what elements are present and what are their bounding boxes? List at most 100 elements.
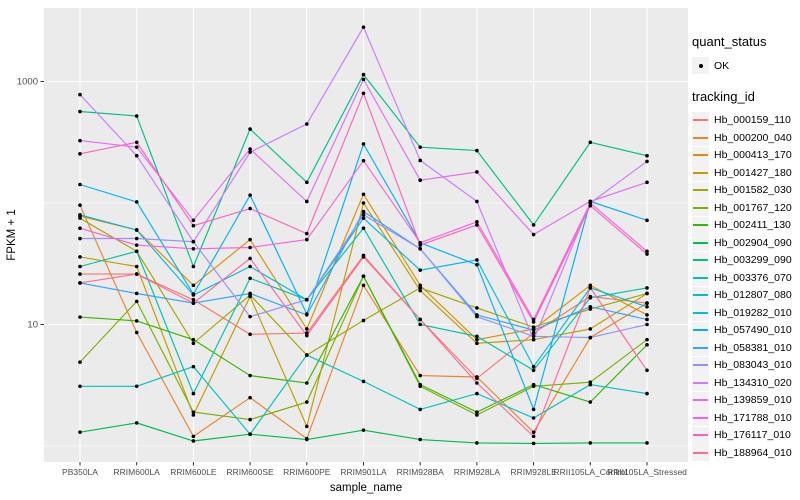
data-point bbox=[78, 236, 82, 241]
data-point bbox=[305, 353, 309, 357]
data-point bbox=[418, 158, 423, 163]
data-point bbox=[191, 239, 196, 244]
legend-item-label: OK bbox=[714, 59, 730, 72]
legend-item-Hb_176117_010: Hb_176117_010 bbox=[692, 426, 800, 445]
legend-item-ok: OK bbox=[692, 57, 800, 75]
legend-item-label: Hb_003376_070 bbox=[714, 271, 792, 284]
data-point bbox=[305, 424, 309, 429]
data-point bbox=[475, 258, 479, 262]
data-point bbox=[475, 337, 479, 342]
data-point bbox=[475, 199, 479, 204]
data-point bbox=[134, 140, 139, 145]
line-key-icon bbox=[692, 164, 709, 182]
data-point bbox=[191, 283, 196, 288]
data-point bbox=[305, 231, 309, 236]
x-tick-label: RRIM928LE bbox=[510, 467, 557, 477]
data-point bbox=[78, 92, 82, 97]
x-tick-label: RRIM600SE bbox=[226, 467, 274, 477]
data-point bbox=[191, 413, 196, 417]
data-point bbox=[78, 360, 82, 364]
legend-item-label: Hb_003299_090 bbox=[714, 254, 792, 267]
data-point bbox=[418, 243, 423, 247]
data-point bbox=[248, 127, 252, 131]
line-key-icon bbox=[692, 391, 709, 409]
data-point bbox=[191, 292, 196, 296]
line-key-icon bbox=[692, 304, 709, 322]
data-point bbox=[78, 272, 82, 276]
data-point bbox=[134, 319, 139, 323]
data-point bbox=[588, 295, 593, 300]
legend-item-Hb_058381_010: Hb_058381_010 bbox=[692, 339, 800, 357]
data-point bbox=[361, 274, 366, 278]
data-point bbox=[248, 264, 252, 269]
line-key-icon bbox=[692, 426, 709, 444]
data-point bbox=[531, 325, 536, 330]
data-point bbox=[191, 297, 196, 302]
y-tick-label: 10 bbox=[27, 320, 38, 331]
legend-item-Hb_003299_090: Hb_003299_090 bbox=[692, 251, 800, 270]
data-point bbox=[645, 249, 649, 254]
data-point bbox=[248, 395, 252, 400]
data-point bbox=[475, 314, 479, 319]
data-point bbox=[248, 193, 252, 197]
x-tick-label: RRIM928BA bbox=[397, 467, 445, 477]
legend-item-Hb_012807_080: Hb_012807_080 bbox=[692, 286, 800, 305]
data-point bbox=[134, 228, 139, 232]
data-point bbox=[248, 206, 252, 211]
data-point bbox=[78, 152, 82, 156]
data-point bbox=[361, 255, 366, 259]
data-point bbox=[531, 441, 536, 446]
data-point bbox=[361, 91, 366, 96]
data-point bbox=[78, 315, 82, 319]
data-point bbox=[191, 223, 196, 228]
data-point bbox=[418, 246, 423, 251]
legend-item-Hb_057490_010: Hb_057490_010 bbox=[692, 321, 800, 340]
legend-item-label: Hb_083043_010 bbox=[714, 359, 792, 372]
legend-item-label: Hb_058381_010 bbox=[714, 341, 792, 354]
line-key-icon bbox=[692, 216, 709, 234]
data-point bbox=[134, 421, 139, 425]
data-point bbox=[305, 400, 309, 404]
x-tick-label: RRII105LA_Stressed bbox=[607, 467, 687, 477]
legend-item-Hb_000413_170: Hb_000413_170 bbox=[692, 146, 800, 165]
legend-item-label: Hb_171788_010 bbox=[714, 411, 792, 424]
data-point bbox=[134, 200, 139, 204]
data-point bbox=[305, 313, 309, 317]
legend-item-label: Hb_002411_130 bbox=[714, 219, 791, 232]
data-point bbox=[305, 297, 309, 302]
data-point bbox=[588, 304, 593, 309]
legend-item-label: Hb_001767_120 bbox=[714, 201, 792, 214]
data-point bbox=[418, 437, 423, 442]
line-key-icon bbox=[692, 409, 709, 427]
data-point bbox=[588, 335, 593, 340]
legend-item-Hb_003376_070: Hb_003376_070 bbox=[692, 269, 800, 287]
data-point bbox=[361, 216, 366, 220]
data-point bbox=[475, 170, 479, 174]
data-point bbox=[645, 153, 649, 158]
data-point bbox=[475, 220, 479, 224]
data-point bbox=[588, 140, 593, 145]
x-tick-label: PB350LA bbox=[62, 467, 98, 477]
line-key-icon bbox=[692, 321, 709, 339]
data-point bbox=[305, 381, 309, 385]
x-tick-label: RRIM600LE bbox=[170, 467, 217, 477]
data-point bbox=[305, 237, 309, 242]
data-point bbox=[134, 249, 139, 254]
data-point bbox=[475, 262, 479, 267]
legend-item-label: Hb_019282_010 bbox=[714, 306, 792, 319]
data-point bbox=[248, 147, 252, 151]
data-point bbox=[191, 410, 196, 414]
line-key-icon bbox=[692, 111, 709, 129]
data-point bbox=[361, 25, 366, 29]
data-point bbox=[531, 416, 536, 420]
data-point bbox=[588, 201, 593, 205]
data-point bbox=[645, 218, 649, 223]
data-point bbox=[248, 245, 252, 250]
data-point bbox=[531, 337, 536, 342]
data-point bbox=[305, 437, 309, 442]
legend-title-tracking-id: tracking_id bbox=[692, 88, 755, 104]
data-point bbox=[475, 334, 479, 339]
data-point bbox=[531, 434, 536, 439]
data-point bbox=[361, 318, 366, 323]
data-point bbox=[78, 255, 82, 259]
